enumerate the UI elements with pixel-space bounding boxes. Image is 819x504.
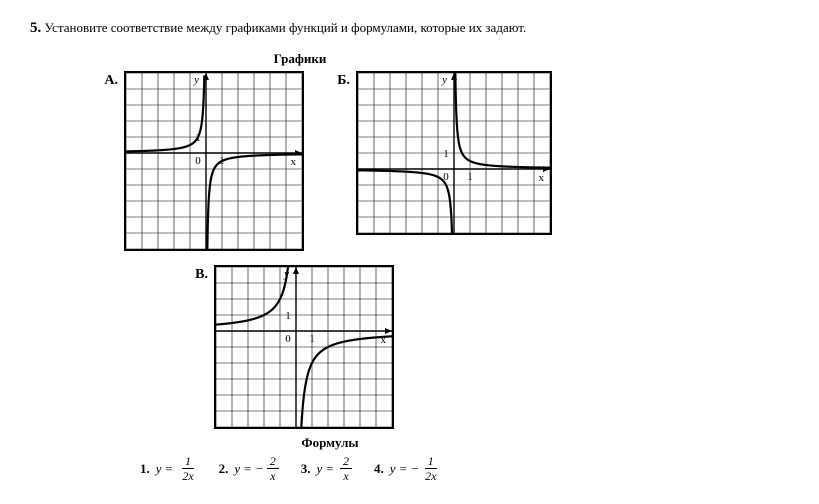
formula-1: 1. y = 1 2x [140, 455, 197, 482]
svg-text:y: y [441, 74, 447, 86]
formulas-title: Формулы [140, 435, 520, 451]
charts-row-top: А. 011xy Б. 011xy [100, 71, 789, 251]
svg-text:1: 1 [467, 171, 473, 183]
chart-V: 011xy [214, 265, 394, 429]
formula-2-sign: − [255, 461, 264, 477]
formula-3-numerator: 2 [340, 455, 352, 469]
formula-3-eq: = [325, 461, 334, 477]
formula-4-num: 4. [374, 461, 384, 477]
charts-row-bottom: В. 011xy [190, 265, 789, 429]
problem-statement: 5. Установите соответствие между графика… [30, 20, 789, 37]
formula-3-denominator: x [340, 469, 351, 482]
svg-text:0: 0 [285, 333, 291, 345]
formula-3-frac: 2 x [340, 455, 352, 482]
formula-1-expr: y = 1 2x [156, 455, 197, 482]
svg-text:1: 1 [443, 148, 449, 160]
chart-label-V: В. [190, 267, 208, 283]
chart-A: 011xy [124, 71, 304, 251]
formula-4-numerator: 1 [425, 455, 437, 469]
formula-3-lhs: y [316, 461, 322, 477]
formula-1-denominator: 2x [179, 469, 196, 482]
formula-2-numerator: 2 [267, 455, 279, 469]
formula-4-eq: = [399, 461, 408, 477]
formula-1-lhs: y [156, 461, 162, 477]
formula-2-frac: 2 x [267, 455, 279, 482]
formulas-row: 1. y = 1 2x 2. y = − 2 x 3. y = [140, 455, 789, 482]
formula-1-frac: 1 2x [179, 455, 196, 482]
formula-2-denominator: x [267, 469, 278, 482]
svg-text:0: 0 [195, 155, 201, 167]
formula-4-sign: − [410, 461, 419, 477]
svg-text:1: 1 [309, 333, 315, 345]
formula-1-eq: = [165, 461, 174, 477]
formula-4-denominator: 2x [422, 469, 439, 482]
formula-3: 3. y = 2 x [301, 455, 352, 482]
formula-2-num: 2. [219, 461, 229, 477]
formula-4-lhs: y [390, 461, 396, 477]
svg-text:1: 1 [285, 310, 291, 322]
svg-text:x: x [291, 156, 297, 168]
svg-text:y: y [193, 74, 199, 86]
chart-block-V: В. 011xy [190, 265, 394, 429]
formula-1-numerator: 1 [182, 455, 194, 469]
charts-title: Графики [100, 51, 500, 67]
formula-3-num: 3. [301, 461, 311, 477]
chart-block-B: Б. 011xy [332, 71, 552, 251]
formula-4-frac: 1 2x [422, 455, 439, 482]
formula-2-eq: = [243, 461, 252, 477]
problem-number: 5. [30, 20, 41, 36]
formula-2: 2. y = − 2 x [219, 455, 279, 482]
formula-4: 4. y = − 1 2x [374, 455, 439, 482]
chart-block-A: А. 011xy [100, 71, 304, 251]
formula-2-expr: y = − 2 x [234, 455, 278, 482]
formula-2-lhs: y [234, 461, 240, 477]
problem-body: Установите соответствие между графиками … [45, 20, 527, 35]
chart-label-B: Б. [332, 73, 350, 89]
chart-B: 011xy [356, 71, 552, 235]
formula-3-expr: y = 2 x [316, 455, 352, 482]
formula-4-expr: y = − 1 2x [390, 455, 440, 482]
svg-text:x: x [539, 172, 545, 184]
chart-label-A: А. [100, 73, 118, 89]
formula-1-num: 1. [140, 461, 150, 477]
